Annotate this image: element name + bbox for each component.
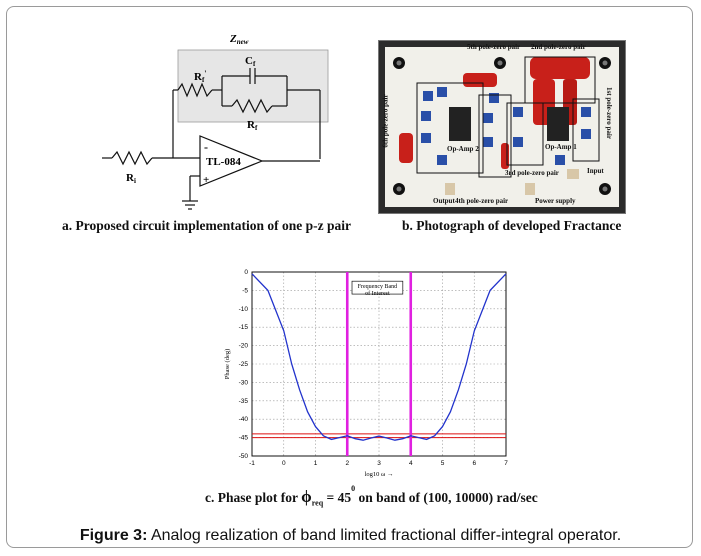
- opamp-label: TL-084: [206, 156, 241, 168]
- y-axis-label: Phase (deg): [224, 349, 231, 380]
- panel-c-label: c. Phase plot for ϕreq = 450 on band of …: [205, 487, 538, 508]
- znew-sub: new: [237, 38, 249, 46]
- rf-sub: f: [255, 124, 258, 132]
- label-power: Power supply: [535, 197, 576, 205]
- x-tick-label: 4: [409, 460, 413, 467]
- y-tick-label: -10: [239, 306, 249, 313]
- label-pair3: 3rd pole-zero pair: [505, 169, 559, 177]
- annotation-text-line1: Frequency Band: [358, 284, 398, 290]
- label-input: Input: [587, 167, 604, 175]
- y-tick-label: 0: [244, 269, 248, 276]
- label-pair5: 5th pole-zero pair: [467, 43, 520, 51]
- annotation-text-line2: of Interest: [365, 290, 390, 297]
- label-pair6: 6th pole-zero pair: [382, 94, 390, 147]
- label-pair4: 4th pole-zero pair: [455, 197, 508, 205]
- x-tick-label: 7: [504, 460, 508, 467]
- opamp-chip-1: [547, 107, 569, 141]
- x-tick-label: -1: [249, 460, 255, 467]
- panel-b-label: b. Photograph of developed Fractance: [402, 218, 621, 234]
- opamp-minus: -: [204, 140, 208, 154]
- rf-prime-sup: ': [204, 69, 206, 78]
- svg-text:Znew: Znew: [229, 33, 249, 46]
- degree-mark: 0: [351, 484, 355, 493]
- label-opamp2: Op-Amp 2: [447, 145, 479, 153]
- x-axis-label: log10 ω →: [365, 471, 394, 478]
- x-tick-label: 2: [345, 460, 349, 467]
- panel-c-prefix: c. Phase plot for: [205, 490, 301, 505]
- circuit-board: 5th pole-zero pair 2nd pole-zero pair 6t…: [385, 47, 619, 207]
- cf-label: C: [245, 55, 253, 67]
- x-tick-label: 5: [441, 460, 445, 467]
- label-opamp1: Op-Amp 1: [545, 143, 577, 151]
- y-tick-label: -15: [239, 324, 249, 331]
- panel-a-label: a. Proposed circuit implementation of on…: [62, 218, 351, 234]
- svg-text:Ri: Ri: [126, 172, 136, 185]
- caption-text: Analog realization of band limited fract…: [151, 527, 621, 544]
- opamp-plus: +: [203, 174, 209, 186]
- ri-sub: i: [134, 177, 136, 185]
- phi-sub: req: [312, 499, 323, 508]
- phase-plot: -1 0 1 2 3 4 5 6 70-5-10-15-20-25-30-35-40-45-50…: [220, 268, 520, 480]
- y-tick-label: -25: [239, 361, 249, 368]
- circuit-diagram: Znew Rf' Cf Rf Ri TL-084 - +: [90, 26, 350, 216]
- red-capacitor: [463, 73, 497, 87]
- label-output: Output: [433, 197, 455, 205]
- label-pair1: 1st pole-zero pair: [605, 87, 613, 139]
- y-tick-label: -30: [239, 379, 249, 386]
- y-tick-label: -40: [239, 416, 249, 423]
- figure-caption: Figure 3: Analog realization of band lim…: [0, 527, 701, 545]
- panel-c-mid: = 45: [323, 490, 351, 505]
- y-tick-label: -45: [239, 435, 249, 442]
- fractance-photo: 5th pole-zero pair 2nd pole-zero pair 6t…: [378, 40, 626, 214]
- x-tick-label: 1: [314, 460, 318, 467]
- x-tick-label: 0: [282, 460, 286, 467]
- phi-symbol: ϕ: [301, 487, 312, 506]
- ri-resistor: [112, 152, 152, 164]
- label-pair2: 2nd pole-zero pair: [531, 43, 586, 51]
- blue-trimmer: [423, 91, 433, 101]
- opamp-chip-2: [449, 107, 471, 141]
- y-tick-label: -50: [239, 453, 249, 460]
- panel-c-suffix: on band of (100, 10000) rad/sec: [355, 490, 538, 505]
- y-tick-label: -5: [242, 287, 248, 294]
- y-tick-label: -20: [239, 343, 249, 350]
- x-tick-label: 3: [377, 460, 381, 467]
- x-tick-label: 6: [472, 460, 476, 467]
- caption-lead: Figure 3:: [80, 527, 148, 544]
- y-tick-label: -35: [239, 398, 249, 405]
